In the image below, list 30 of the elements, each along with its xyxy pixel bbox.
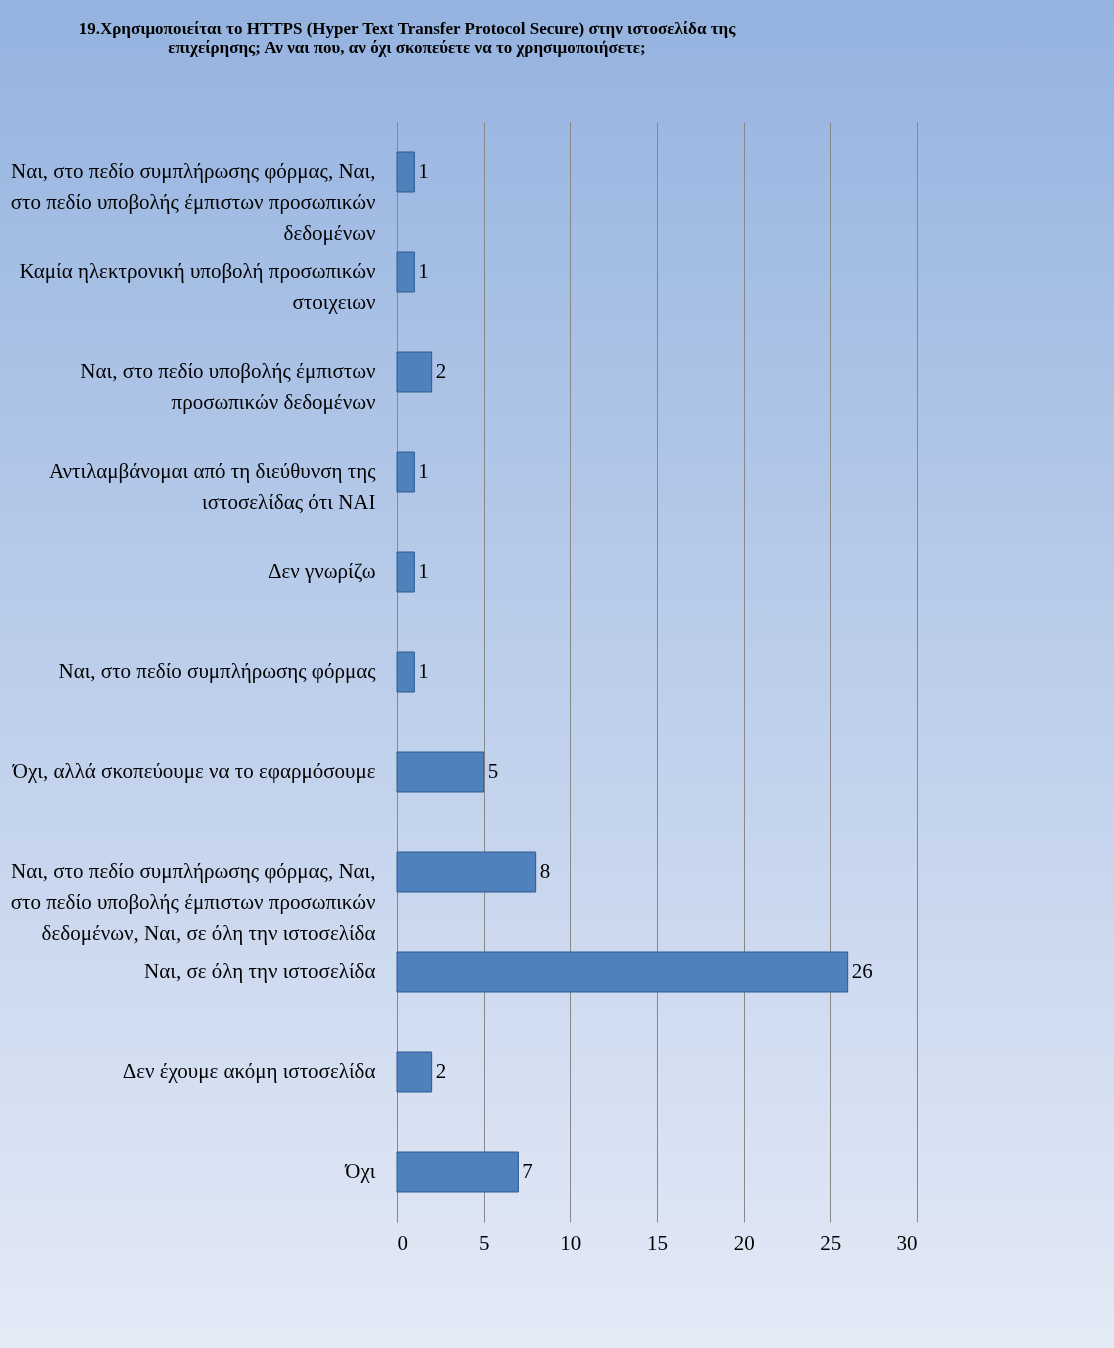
- x-tick-label: 20: [733, 1230, 755, 1255]
- y-tick-label: Ναι, στο πεδίο συμπλήρωσης φόρμας: [58, 659, 377, 683]
- x-tick-label: 30: [896, 1230, 918, 1255]
- chart-title: 19.Χρησιμοποιείται το HTTPS (Hyper Text Transfer Protocol Secure) στην ιστοσελίδα της επιχείρησης; Αν ναι που, αν όχι σκοπεύετε να το χρησιμοποιήσετε;: [78, 19, 737, 57]
- y-tick-label: Ναι, σε όλη την ιστοσελίδα: [144, 959, 376, 983]
- y-tick-label: Καμία ηλεκτρονική υποβολή προσωπικών στοιχειων: [19, 259, 376, 314]
- x-tick-label: 25: [820, 1230, 842, 1255]
- y-tick-label: Ναι, στο πεδίο συμπλήρωσης φόρμας, Ναι, στο πεδίο υποβολής έμπιστων προσωπικών δεδομένων, Ναι, σε όλη την ιστοσελίδα: [10, 859, 376, 945]
- x-tick-label: 15: [647, 1230, 668, 1255]
- data-label: 5: [487, 759, 499, 783]
- data-label: 1: [418, 559, 429, 583]
- y-tick-label: Όχι, αλλά σκοπεύουμε να το εφαρμόσουμε: [11, 759, 376, 783]
- y-tick-label: Αντιλαμβάνομαι από τη διεύθυνση της ιστοσελίδας ότι ΝΑΙ: [48, 459, 377, 514]
- y-tick-label: Δεν έχουμε ακόμη ιστοσελίδα: [122, 1059, 376, 1083]
- y-tick-label: Ναι, στο πεδίο υποβολής έμπιστων προσωπικών δεδομένων: [80, 359, 376, 414]
- data-label: 8: [539, 859, 551, 883]
- data-label: 1: [418, 159, 429, 183]
- data-label: 1: [418, 459, 429, 483]
- x-tick-label: 10: [560, 1230, 582, 1255]
- y-tick-label: Δεν γνωρίζω: [267, 559, 376, 583]
- data-label: 2: [435, 1059, 447, 1083]
- x-tick-label: 5: [478, 1230, 490, 1255]
- data-label: 1: [418, 259, 429, 283]
- data-label: 2: [435, 359, 447, 383]
- data-label: 26: [851, 959, 873, 983]
- data-label: 7: [522, 1159, 533, 1183]
- data-label: 1: [418, 659, 429, 683]
- y-tick-label: Ναι, στο πεδίο συμπλήρωσης φόρμας, Ναι, στο πεδίο υποβολής έμπιστων προσωπικών δεδομένων: [10, 159, 376, 245]
- y-tick-label: Όχι: [344, 1159, 376, 1183]
- x-tick-label: 0: [397, 1230, 408, 1255]
